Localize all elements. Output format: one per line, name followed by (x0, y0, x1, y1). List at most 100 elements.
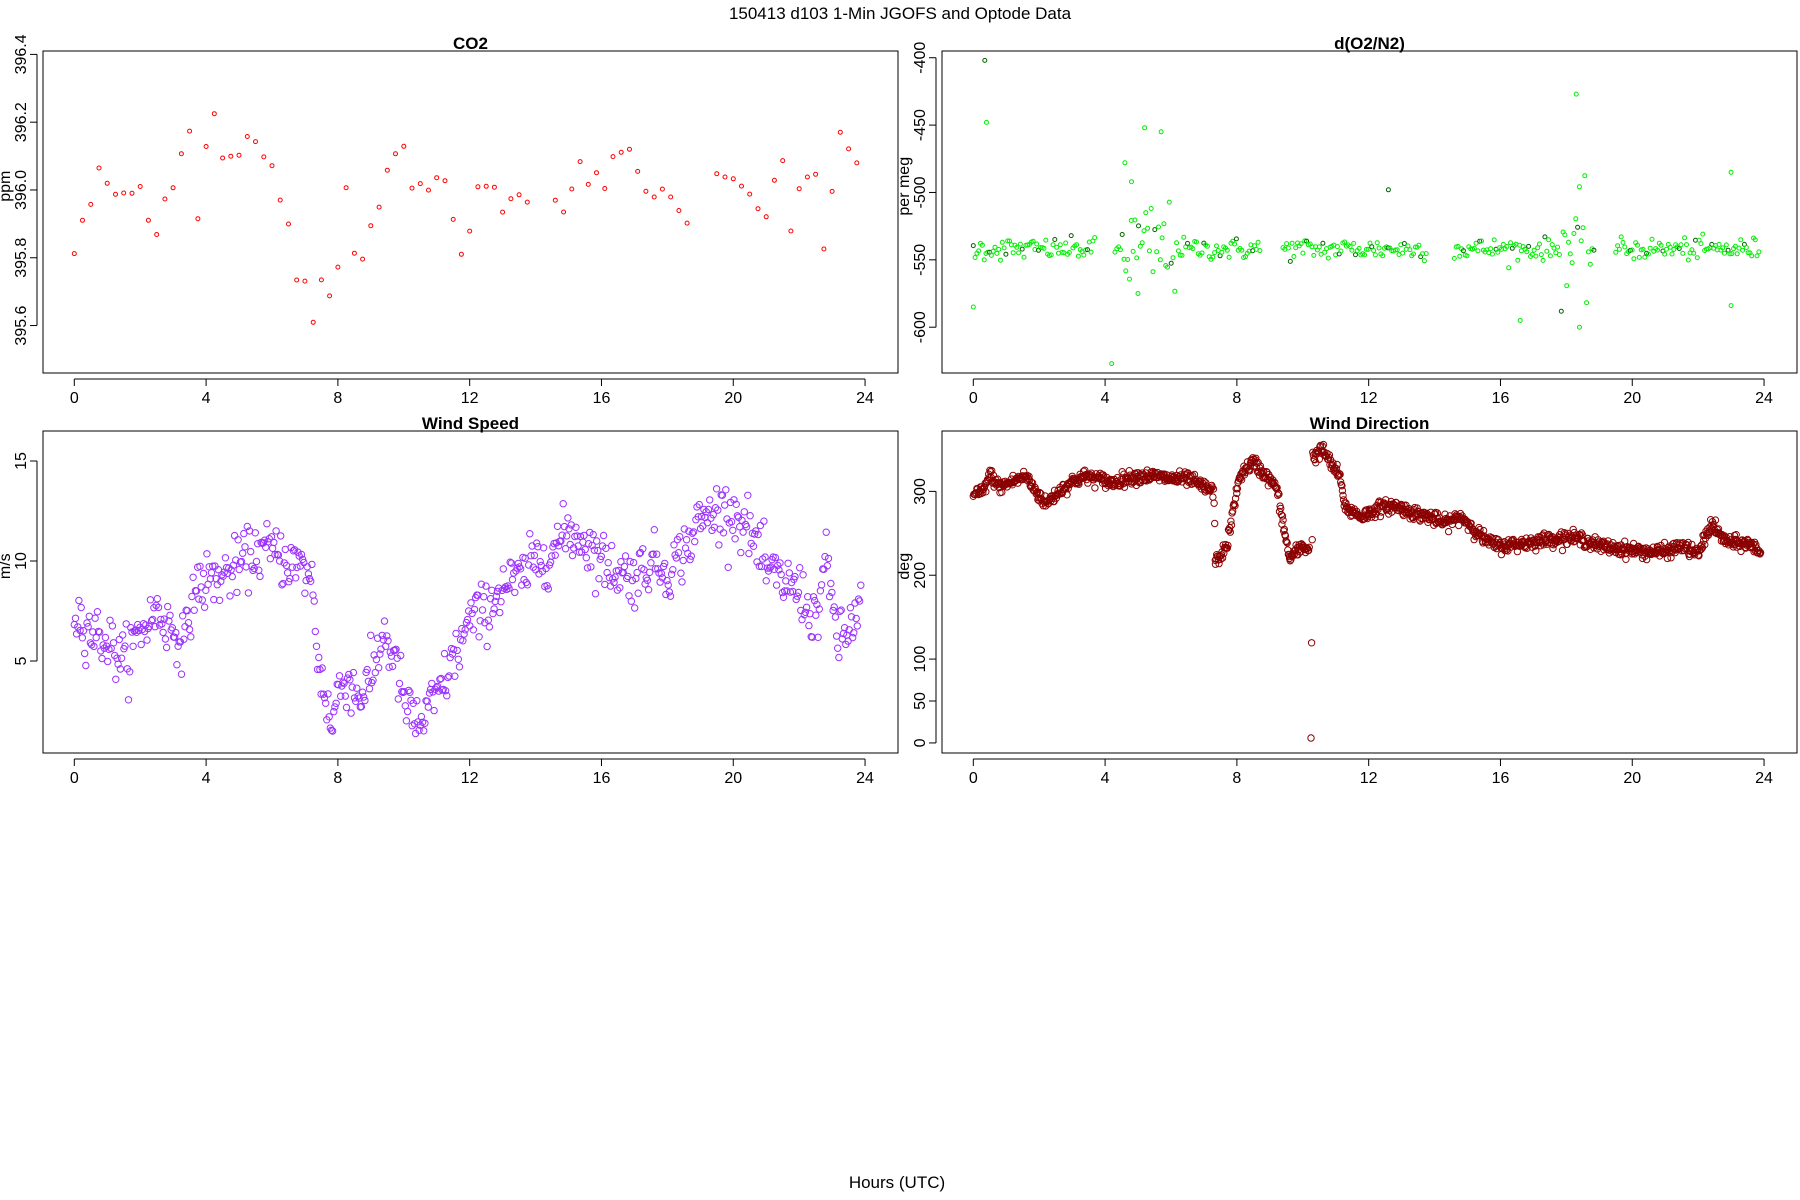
data-point (468, 609, 476, 618)
data-point (685, 527, 693, 535)
data-point (1577, 324, 1582, 330)
data-point (1591, 247, 1597, 253)
data-point (539, 544, 548, 552)
data-point (751, 530, 759, 538)
data-point (551, 551, 559, 559)
data-point (1210, 499, 1218, 507)
data-point (784, 559, 792, 567)
data-point (421, 719, 429, 727)
data-point (846, 146, 852, 152)
data-point (823, 562, 831, 570)
data-point (1517, 318, 1523, 323)
data-point (724, 563, 732, 571)
data-point (591, 590, 600, 598)
data-point (417, 181, 423, 187)
data-point (371, 668, 379, 677)
data-point (363, 665, 371, 674)
data-point (783, 587, 791, 595)
data-point (1057, 242, 1063, 248)
series-points (70, 485, 865, 738)
data-point (1699, 537, 1708, 545)
data-point (124, 696, 133, 704)
data-point (805, 621, 813, 630)
y-axis-label: ppm (0, 171, 14, 202)
data-point (79, 627, 88, 635)
data-point (1573, 216, 1579, 222)
data-point (1048, 252, 1054, 258)
data-point (771, 553, 780, 562)
data-point (1746, 539, 1755, 548)
data-point (318, 277, 324, 283)
data-point (1199, 250, 1205, 256)
y-tick-label: -550 (912, 244, 929, 276)
data-point (799, 571, 807, 579)
data-point (1194, 239, 1199, 245)
data-point (602, 544, 610, 552)
data-point (150, 604, 158, 612)
data-point (270, 538, 278, 547)
series-points (969, 440, 1765, 742)
data-point (1636, 254, 1642, 260)
data-point (451, 672, 459, 680)
data-point (312, 642, 321, 650)
data-point (813, 171, 819, 177)
data-point (1372, 252, 1378, 258)
data-point (1139, 240, 1145, 246)
data-point (100, 644, 109, 652)
data-point (1566, 239, 1571, 245)
data-point (629, 558, 638, 567)
data-point (485, 623, 494, 631)
x-tick-label: 16 (1492, 770, 1510, 787)
data-point (1325, 255, 1331, 261)
data-point (425, 689, 434, 697)
data-point (1337, 478, 1345, 486)
data-point (1334, 244, 1340, 250)
data-point (610, 154, 616, 160)
data-point (1645, 251, 1651, 257)
data-point (1246, 467, 1254, 475)
data-point (496, 608, 504, 617)
data-point (516, 565, 525, 573)
data-point (1033, 489, 1041, 497)
data-point (1338, 486, 1347, 495)
data-point (568, 551, 577, 560)
data-point (483, 642, 491, 651)
data-point (236, 152, 242, 158)
data-point (533, 539, 541, 547)
data-point (1734, 251, 1740, 257)
data-point (1716, 241, 1722, 247)
data-point (1461, 515, 1469, 524)
data-point (828, 588, 836, 597)
data-point (1710, 520, 1718, 529)
data-point (313, 665, 322, 674)
data-point (1556, 252, 1562, 258)
data-point (739, 528, 747, 536)
data-point (1338, 248, 1344, 254)
data-point (1342, 239, 1348, 245)
data-point (722, 486, 730, 494)
data-point (559, 500, 567, 508)
data-point (815, 605, 823, 613)
data-point (117, 654, 126, 662)
data-point (327, 726, 336, 734)
data-point (834, 644, 842, 652)
data-point (1157, 257, 1163, 263)
data-point (1149, 473, 1158, 482)
data-point (164, 602, 172, 611)
data-point (345, 670, 353, 679)
data-point (1181, 234, 1187, 240)
data-point (161, 635, 170, 643)
data-point (702, 508, 710, 516)
data-point (1460, 248, 1466, 254)
data-point (1728, 303, 1734, 309)
data-point (394, 695, 402, 703)
data-point (1740, 247, 1746, 253)
data-point (1217, 555, 1225, 563)
data-point (343, 674, 352, 682)
x-tick-label: 0 (70, 390, 79, 407)
data-point (98, 654, 106, 663)
data-point (745, 549, 753, 558)
data-point (572, 523, 580, 531)
data-point (339, 678, 347, 686)
data-point (278, 581, 286, 589)
